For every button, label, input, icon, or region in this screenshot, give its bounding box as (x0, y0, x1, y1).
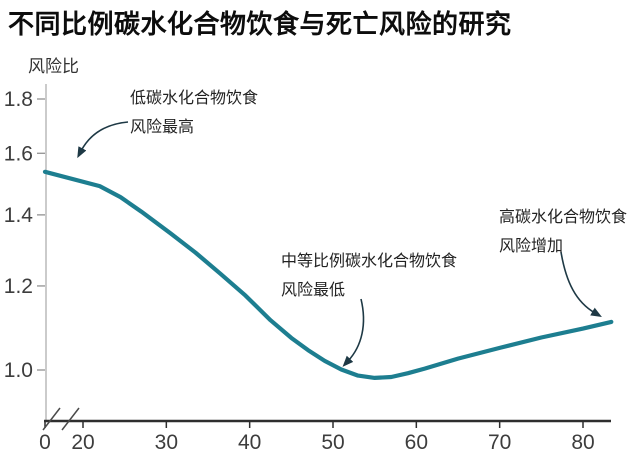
y-axis-ticks: 1.0 1.2 1.4 1.6 1.8 (4, 88, 45, 382)
annotation-high-carb-line2: 风险增加 (499, 238, 564, 255)
x-tick-label: 30 (155, 431, 178, 454)
x-tick-label: 60 (405, 431, 428, 454)
y-tick-label: 1.2 (4, 275, 33, 298)
x-tick-label: 50 (321, 431, 344, 454)
x-tick-label: 80 (571, 431, 594, 454)
y-tick-label: 1.4 (4, 204, 34, 227)
annotation-high-carb-line1: 高碳水化合物饮食 (499, 209, 628, 226)
chart-title: 不同比例碳水化合物饮食与死亡风险的研究 (8, 9, 512, 39)
y-tick-label: 1.0 (4, 359, 33, 382)
annotation-low-carb-line1: 低碳水化合物饮食 (130, 90, 259, 107)
annotation-low-carb: 低碳水化合物饮食 风险最高 (130, 84, 258, 142)
axis-break-marks (42, 407, 80, 431)
y-axis-title: 风险比 (28, 57, 79, 76)
x-axis-ticks: 0 20 30 40 50 60 70 80 (39, 421, 595, 454)
annotation-low-carb-line2: 风险最高 (130, 119, 195, 136)
annotation-mid-carb-line2: 风险最低 (281, 282, 346, 299)
y-tick-label: 1.8 (4, 88, 33, 111)
high-annotation-arrow (560, 251, 602, 318)
x-tick-label: 40 (238, 431, 261, 454)
annotation-mid-carb-line1: 中等比例碳水化合物饮食 (281, 253, 458, 270)
x-tick-label: 70 (488, 431, 511, 454)
risk-curve (42, 169, 614, 380)
annotation-mid-carb: 中等比例碳水化合物饮食 风险最低 (281, 247, 457, 305)
y-tick-label: 1.6 (4, 142, 33, 165)
annotation-high-carb: 高碳水化合物饮食 风险增加 (499, 203, 627, 261)
mid-annotation-arrow (342, 298, 365, 367)
low-annotation-arrow (77, 121, 129, 159)
x-tick-label: 0 (39, 431, 51, 454)
x-tick-label: 20 (71, 431, 94, 454)
